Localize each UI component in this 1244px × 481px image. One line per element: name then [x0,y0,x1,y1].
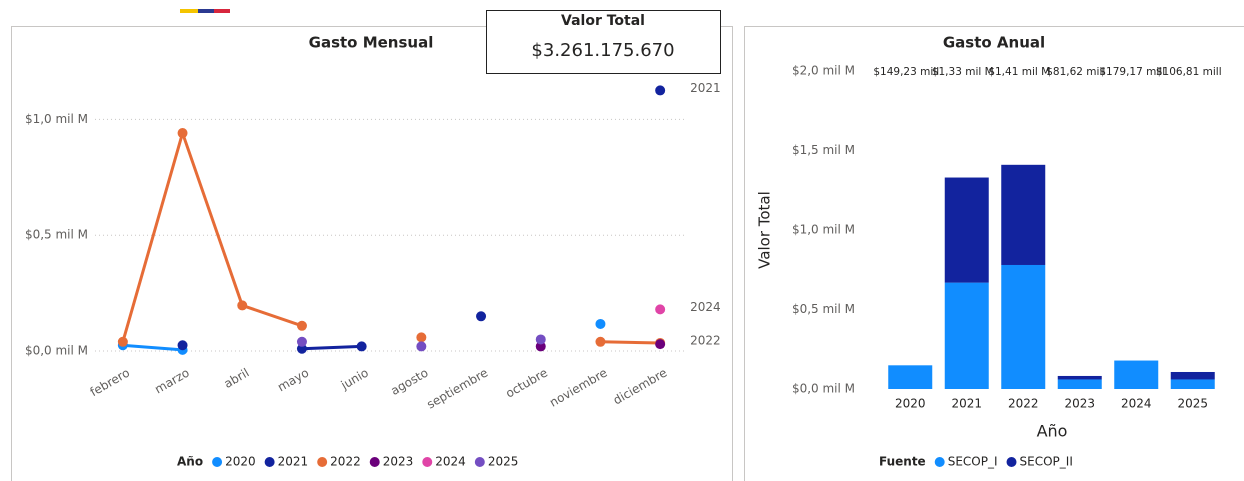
total-label: $106,81 mill [1156,66,1222,78]
bar-segment [1114,360,1159,389]
chart-title: Gasto Mensual [309,34,434,52]
end-label: 2022 [690,333,721,347]
legend-label: 2025 [488,455,519,469]
line [121,128,661,345]
chart-title: Gasto Anual [943,34,1045,52]
point [296,343,307,354]
x-tick-label: marzo [152,366,192,397]
card-value: $3.261.175.670 [531,40,674,61]
total-label: $1,33 mil M [932,66,994,78]
point [177,340,188,351]
end-label: 2021 [690,81,721,95]
bar-segment [1170,371,1215,380]
card-label: Valor Total [561,13,645,29]
point [296,336,307,347]
panel-annual [744,26,1244,481]
point [296,320,307,331]
x-tick-label: agosto [388,366,430,398]
x-tick-label: mayo [275,366,311,395]
x-tick-label: febrero [88,366,132,400]
x-tick-label: 2022 [1008,397,1039,411]
y-tick-label: $1,0 mil M [25,112,88,126]
legend-marker [264,457,275,467]
point [595,318,606,329]
legend-marker [934,457,945,467]
x-tick-label: diciembre [611,366,670,408]
x-axis-label: Año [1037,422,1068,441]
x-tick-label: 2023 [1064,397,1095,411]
point [416,341,427,352]
legend-label: 2024 [435,455,466,469]
total-label: $179,17 mill [1099,66,1165,78]
legend-marker [317,457,328,467]
bar-segment [1057,375,1102,380]
bar-segment [1057,379,1102,389]
line [302,90,660,348]
y-tick-label: $1,0 mil M [792,223,855,237]
legend-label: 2023 [383,455,414,469]
point [117,336,128,347]
x-tick-label: 2020 [895,397,926,411]
legend-marker [474,457,485,467]
y-tick-label: $0,5 mil M [25,228,88,242]
point [655,85,666,96]
end-label: 2024 [690,300,721,314]
point [535,341,546,352]
point [237,300,248,311]
y-tick-label: $0,0 mil M [792,382,855,396]
legend-label: 2021 [278,455,309,469]
x-tick-label: junio [338,366,371,393]
y-tick-label: $2,0 mil M [792,64,855,78]
legend-marker [212,457,223,467]
bar-segment [1001,164,1046,265]
panel-monthly [11,26,733,481]
x-tick-label: abril [221,366,251,391]
total-card: Valor Total $3.261.175.670 [486,10,721,74]
x-tick-label: septiembre [424,366,490,412]
legend-marker [1006,457,1017,467]
point [476,311,487,322]
x-tick-label: noviembre [547,366,610,410]
total-label: $149,23 mill [873,66,939,78]
logo-red [214,9,230,13]
point [655,304,666,315]
legend-title: Fuente [879,455,926,469]
legend-marker [422,457,433,467]
bar-segment [944,282,989,389]
point [177,128,188,139]
logo-blue [198,9,214,13]
x-tick-label: 2025 [1177,397,1208,411]
legend-label: SECOP_I [948,455,998,469]
point [535,334,546,345]
total-label: $1,41 mil M [988,66,1050,78]
logo-yellow [180,9,198,13]
card-box [486,10,721,74]
x-tick-label: 2021 [951,397,982,411]
y-tick-label: $0,5 mil M [792,302,855,316]
bar-segment [944,177,989,283]
bar-segment [888,365,933,389]
point [595,336,606,347]
y-tick-label: $1,5 mil M [792,143,855,157]
legend-label: 2020 [225,455,256,469]
legend-label: 2022 [330,455,361,469]
legend-label: SECOP_II [1020,455,1073,469]
bar-segment [1170,379,1215,389]
legend-title: Año [177,455,203,469]
total-label: $81,62 mill [1046,66,1105,78]
x-tick-label: 2024 [1121,397,1152,411]
legend-marker [369,457,380,467]
y-tick-label: $0,0 mil M [25,344,88,358]
point [356,341,367,352]
x-tick-label: octubre [503,366,550,401]
point [655,339,666,350]
point [416,332,427,343]
y-axis-label: Valor Total [756,191,774,269]
bar-segment [1001,264,1046,389]
